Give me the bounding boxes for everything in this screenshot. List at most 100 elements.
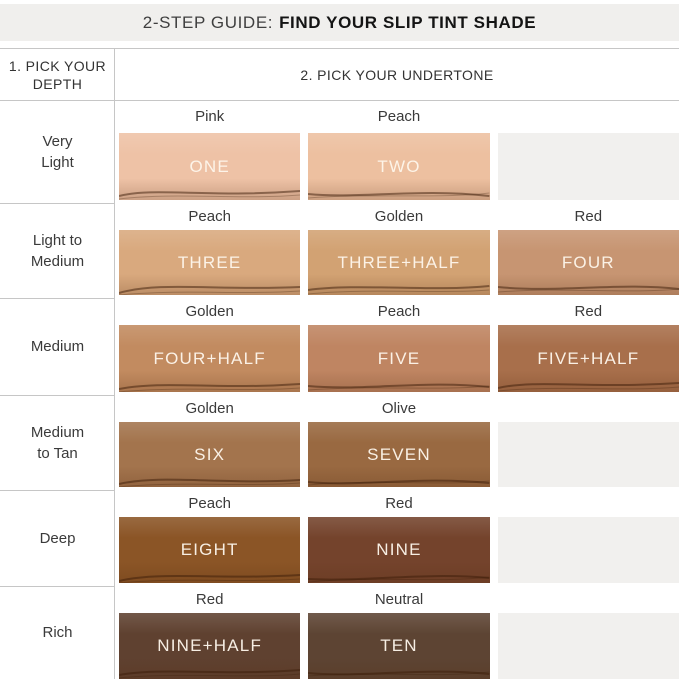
shade-swatch: SEVEN [308,422,490,487]
shade-swatch: SIX [119,422,301,487]
shade-cell: Red FIVE+HALF [497,298,679,395]
smear-texture-icon [497,382,679,392]
depth-label: Rich [42,624,73,641]
smear-texture-icon [119,574,301,583]
depth-row-separator [0,203,115,204]
shade-cell: Peach TWO [308,100,490,203]
empty-swatch-placeholder [497,613,679,679]
header-bottom-border [0,100,679,101]
shade-cell: Peach THREE [119,203,301,298]
pick-your-undertone-header: 2. PICK YOUR UNDERTONE [300,66,494,83]
empty-cell [497,395,679,490]
depth-row-separator [0,298,115,299]
depth-label: Light to Medium [30,231,85,270]
smear-texture-icon [119,383,301,392]
shade-cell: Pink ONE [119,100,301,203]
undertone-label: Neutral [374,591,424,608]
depth-label: Medium [30,338,85,355]
smear-texture-icon [308,285,490,295]
empty-cell [497,586,679,679]
empty-swatch-placeholder [497,517,679,583]
depth-row-medium: Medium Golden FOUR+HALF Peach FIVE Red F… [0,298,679,395]
undertone-label: Peach [377,303,421,320]
shade-name: ONE [189,156,230,176]
depth-row-rich: Rich Red NINE+HALF Neutral TEN [0,586,679,679]
smear-texture-icon [308,479,490,486]
depth-label: Very Light [41,132,74,171]
shade-cell: Red NINE [308,490,490,586]
undertone-label: Golden [185,400,234,417]
shade-swatch: THREE [119,230,301,295]
shade-swatch: NINE+HALF [119,613,301,679]
smear-texture-icon [119,478,301,487]
smear-texture-icon [119,669,301,679]
shade-name: FOUR [561,252,615,272]
depth-label: Deep [39,529,76,547]
shade-name: TEN [380,636,418,655]
depth-row-separator [0,395,115,396]
shade-cell: Golden THREE+HALF [308,203,490,298]
undertone-label: Pink [195,108,225,125]
undertone-label: Red [574,208,603,225]
shade-swatch: FIVE [308,325,490,392]
depth-row-separator [0,586,115,587]
shade-cell: Peach FIVE [308,298,490,395]
guide-title: 2-STEP GUIDE: FIND YOUR SLIP TINT SHADE [0,4,679,41]
depth-row-medium-to-tan: Medium to Tan Golden SIX Olive SEVEN [0,395,679,490]
shade-name: EIGHT [180,540,239,559]
depth-row-very-light: Very Light Pink ONE Peach TWO [0,100,679,203]
shade-swatch: ONE [119,133,301,200]
shade-cell: Red NINE+HALF [119,586,301,679]
empty-swatch-placeholder [497,422,679,487]
smear-texture-icon [308,191,490,199]
empty-swatch-placeholder [497,133,679,200]
shade-swatch: TWO [308,133,490,200]
shade-swatch: FOUR [497,230,679,295]
pick-your-depth-header: 1. PICK YOUR DEPTH [8,57,107,92]
shade-cell: Olive SEVEN [308,395,490,490]
undertone-label: Golden [374,208,424,225]
depth-row-separator [0,490,115,491]
shade-swatch: EIGHT [119,517,301,583]
shade-cell: Red FOUR [497,203,679,298]
smear-texture-icon [308,575,490,583]
table-top-border [0,48,679,49]
shade-name: NINE [376,540,422,559]
depth-row-light-to-medium: Light to Medium Peach THREE Golden THREE… [0,203,679,298]
smear-texture-icon [119,190,301,200]
depth-label: Medium to Tan [30,423,85,462]
shade-name: FIVE+HALF [537,348,640,368]
shade-swatch: FOUR+HALF [119,325,301,392]
undertone-label: Golden [185,303,234,320]
table-header-row: 1. PICK YOUR DEPTH 2. PICK YOUR UNDERTON… [0,49,679,100]
shade-name: TWO [377,156,421,176]
shade-name: NINE+HALF [157,636,263,655]
undertone-label: Olive [381,400,417,417]
undertone-label: Peach [377,108,421,125]
smear-texture-icon [119,285,301,295]
guide-title-prefix: 2-STEP GUIDE: [142,12,274,32]
undertone-label: Red [385,495,413,512]
undertone-label: Red [195,591,224,608]
shade-swatch: THREE+HALF [308,230,490,295]
shade-name: FIVE [377,348,421,368]
depth-row-deep: Deep Peach EIGHT Red NINE [0,490,679,586]
shade-swatch: TEN [308,613,490,679]
shade-cell: Neutral TEN [308,586,490,679]
shade-swatch: FIVE+HALF [497,325,679,392]
smear-texture-icon [497,285,679,293]
shade-cell: Golden FOUR+HALF [119,298,301,395]
shade-name: SEVEN [367,444,431,464]
shade-name: FOUR+HALF [153,348,266,368]
undertone-label: Red [574,303,603,320]
shade-name: THREE [177,252,242,272]
empty-cell [497,490,679,586]
shade-name: SIX [194,444,226,464]
depth-column-divider [114,48,115,679]
smear-texture-icon [308,670,490,677]
shade-cell: Golden SIX [119,395,301,490]
smear-texture-icon [308,383,490,391]
shade-swatch: NINE [308,517,490,583]
shade-cell: Peach EIGHT [119,490,301,586]
undertone-label: Peach [188,495,231,512]
